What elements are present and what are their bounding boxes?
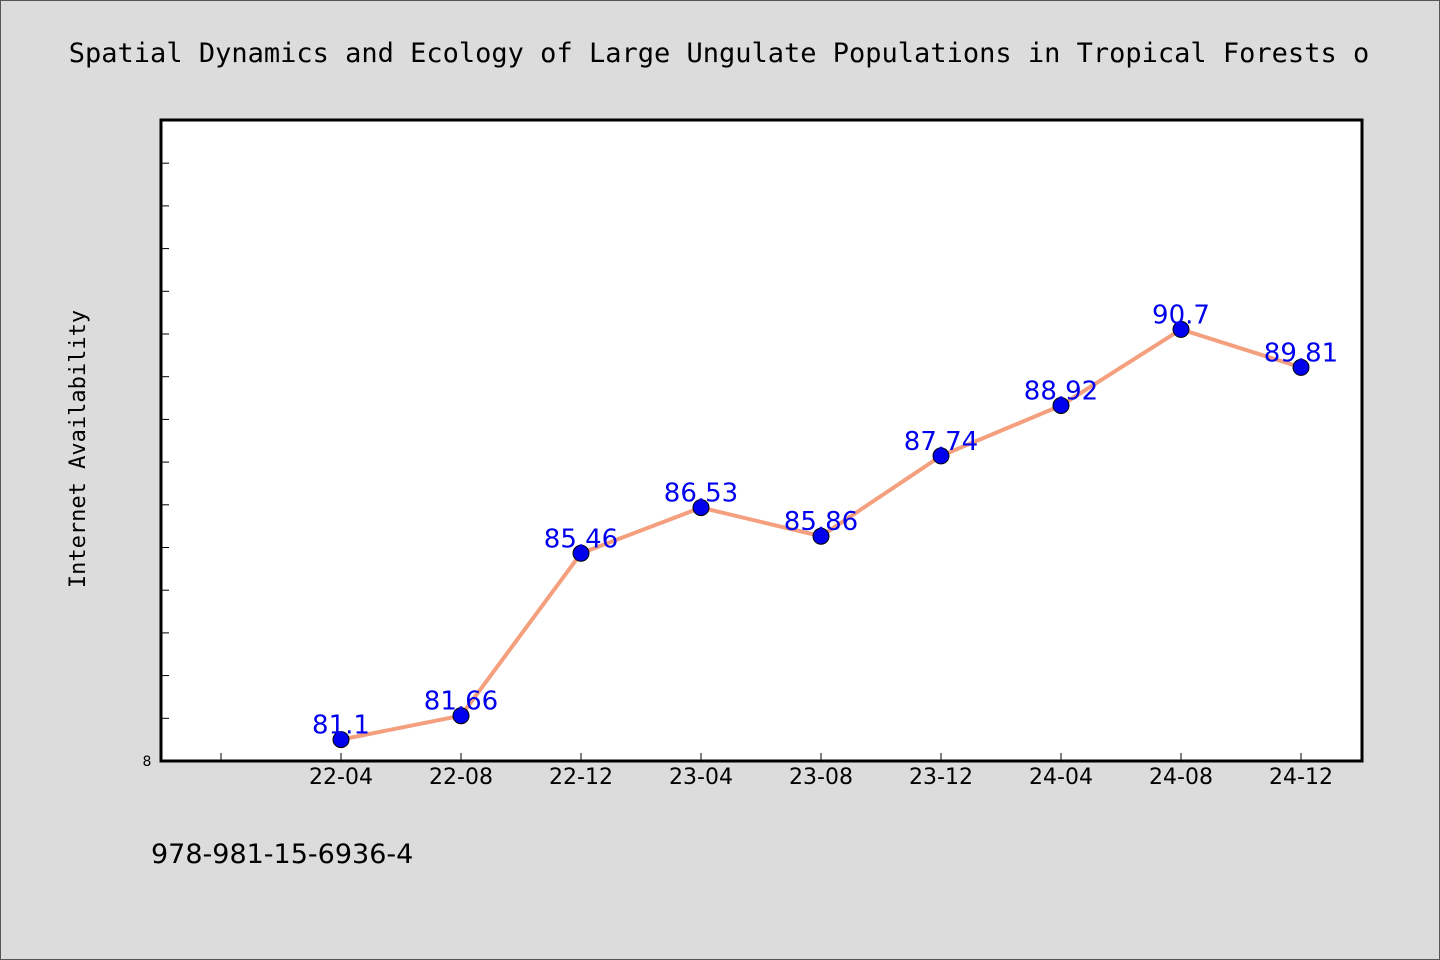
x-tick-label: 24-04 xyxy=(1029,765,1093,790)
x-tick-label: 22-12 xyxy=(549,765,613,790)
x-tick-label: 23-08 xyxy=(789,765,853,790)
data-label: 86.53 xyxy=(664,479,738,509)
data-point-marker xyxy=(332,731,350,749)
x-tick-label: 24-12 xyxy=(1269,765,1333,790)
data-label: 81.1 xyxy=(312,711,370,741)
footer-isbn: 978-981-15-6936-4 xyxy=(151,839,413,870)
data-label: 85.46 xyxy=(544,524,618,554)
data-label: 90.7 xyxy=(1152,300,1210,330)
data-point-marker xyxy=(1292,358,1310,376)
series-layer: 81.1 81.66 85.46 86.53 85.86 87.74 88.92 90.7 89… xyxy=(312,300,1338,749)
data-point-marker xyxy=(812,527,830,545)
y-axis-ticks xyxy=(161,162,169,719)
y-axis-min-tick-label: 8 xyxy=(143,754,152,770)
data-point-marker xyxy=(572,544,590,562)
x-tick-label: 23-12 xyxy=(909,765,973,790)
data-label: 88.92 xyxy=(1024,377,1098,407)
data-label: 89.81 xyxy=(1264,338,1338,368)
chart-title: Spatial Dynamics and Ecology of Large Un… xyxy=(69,38,1369,69)
data-point-marker xyxy=(452,707,470,725)
data-point-marker xyxy=(1172,320,1190,338)
plot-area xyxy=(159,118,1364,763)
data-point-marker xyxy=(1052,397,1070,414)
data-label: 81.66 xyxy=(424,687,498,717)
data-label: 85.86 xyxy=(784,507,858,537)
x-tick-label: 24-08 xyxy=(1149,765,1213,790)
y-axis-title: Internet Availability xyxy=(66,310,91,588)
data-point-marker xyxy=(692,499,710,517)
x-tick-label: 22-04 xyxy=(309,765,373,790)
x-tick-label: 22-08 xyxy=(429,765,493,790)
data-label: 87.74 xyxy=(904,427,978,457)
x-axis-ticks: 22-04 22-08 22-12 23-04 23-08 23-12 24-04 24-08… xyxy=(220,753,1333,790)
x-tick-label: 23-04 xyxy=(669,765,733,790)
data-point-marker xyxy=(932,447,950,465)
